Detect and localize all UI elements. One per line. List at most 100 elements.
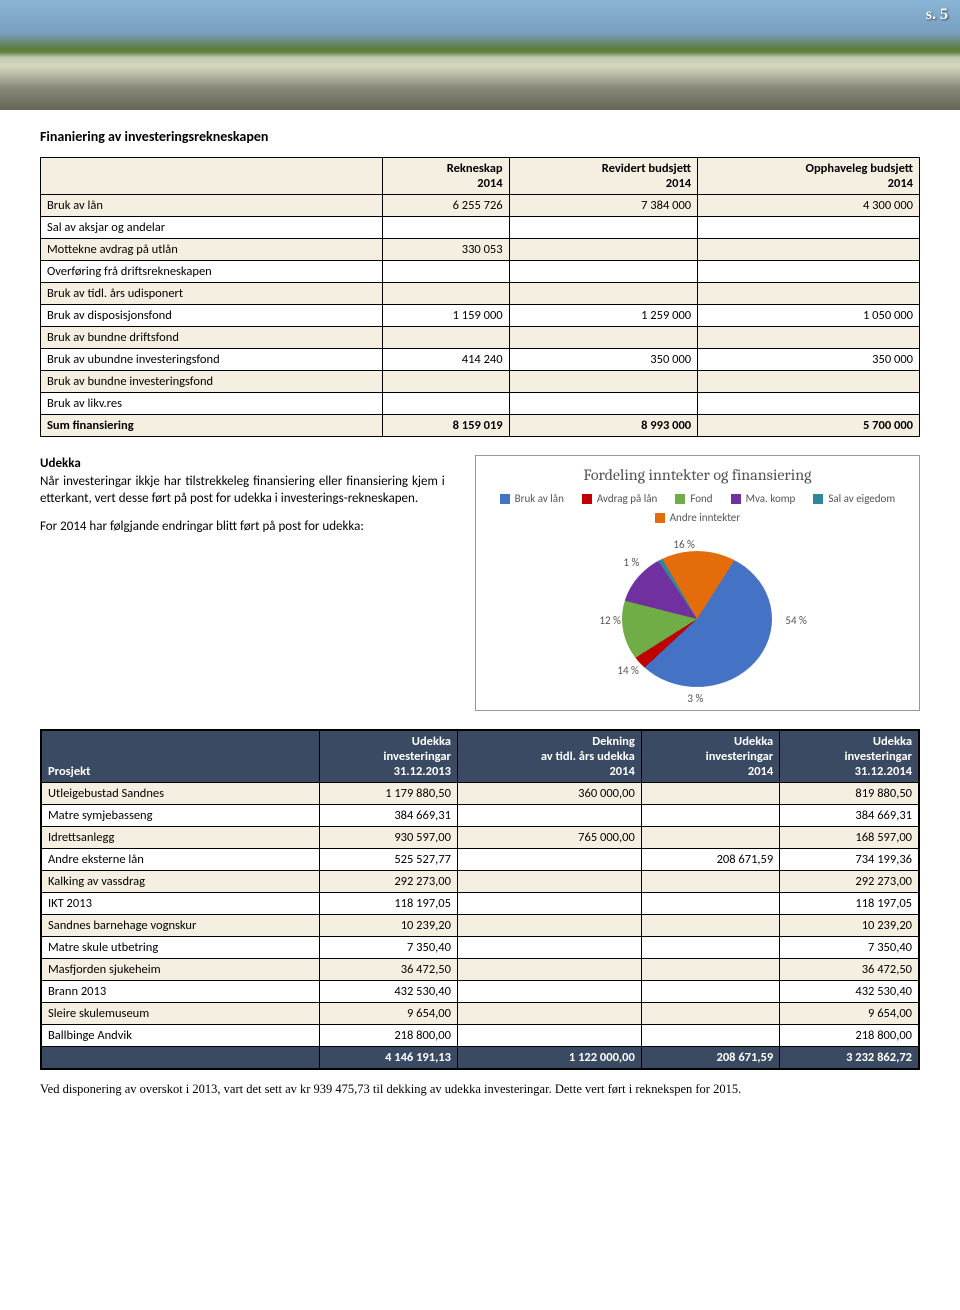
table-cell xyxy=(641,827,779,849)
legend-swatch xyxy=(500,494,510,504)
table-cell: Sal av aksjar og andelar xyxy=(41,217,383,239)
table-cell: Overføring frå driftsrekneskapen xyxy=(41,261,383,283)
table-cell: 8 159 019 xyxy=(382,415,509,437)
table-cell xyxy=(698,239,920,261)
table-cell: 292 273,00 xyxy=(780,871,919,893)
table-cell: 330 053 xyxy=(382,239,509,261)
pie-slice-label: 1 % xyxy=(623,556,639,569)
legend-swatch xyxy=(813,494,823,504)
table-cell: 1 159 000 xyxy=(382,305,509,327)
financing-table: Rekneskap2014Revidert budsjett2014Opphav… xyxy=(40,157,920,437)
table-row: Sal av aksjar og andelar xyxy=(41,217,920,239)
table-cell xyxy=(698,217,920,239)
table-cell xyxy=(41,1047,319,1070)
table-cell: 8 993 000 xyxy=(509,415,698,437)
legend-swatch xyxy=(582,494,592,504)
table-header: Dekningav tidl. års udekka2014 xyxy=(457,730,641,783)
table-cell xyxy=(457,981,641,1003)
table-cell: 292 273,00 xyxy=(319,871,457,893)
table-row: Andre eksterne lån525 527,77208 671,5973… xyxy=(41,849,919,871)
table-row: Matre skule utbetring7 350,407 350,40 xyxy=(41,937,919,959)
udekka-text: Udekka Når investeringar ikkje har tilst… xyxy=(40,455,445,545)
table-cell: Mottekne avdrag på utlån xyxy=(41,239,383,261)
table-row: Ballbinge Andvik218 800,00218 800,00 xyxy=(41,1025,919,1047)
table-row: Sum finansiering8 159 0198 993 0005 700 … xyxy=(41,415,920,437)
table-cell: 118 197,05 xyxy=(780,893,919,915)
pie-wrap: 54 %3 %14 %12 %1 %16 % xyxy=(587,534,807,704)
page-content: Finaniering av investeringsrekneskapen R… xyxy=(0,128,960,1117)
table-cell: 819 880,50 xyxy=(780,783,919,805)
pie-slice-label: 14 % xyxy=(617,664,639,677)
table-cell xyxy=(457,959,641,981)
table-cell: 4 146 191,13 xyxy=(319,1047,457,1070)
table-cell: 3 232 862,72 xyxy=(780,1047,919,1070)
table-row: Bruk av bundne driftsfond xyxy=(41,327,920,349)
table-cell xyxy=(457,1025,641,1047)
table-cell: 1 050 000 xyxy=(698,305,920,327)
pie-slice-label: 12 % xyxy=(599,614,621,627)
table-cell: Bruk av disposisjonsfond xyxy=(41,305,383,327)
table-cell xyxy=(641,1025,779,1047)
table-row: Idrettsanlegg930 597,00765 000,00168 597… xyxy=(41,827,919,849)
table-row: Masfjorden sjukeheim36 472,5036 472,50 xyxy=(41,959,919,981)
legend-item: Bruk av lån xyxy=(500,492,564,505)
project-table: ProsjektUdekkainvesteringar31.12.2013Dek… xyxy=(40,729,920,1070)
table-cell: 384 669,31 xyxy=(319,805,457,827)
legend-label: Bruk av lån xyxy=(515,492,564,505)
table-cell: 208 671,59 xyxy=(641,1047,779,1070)
table-cell: 7 350,40 xyxy=(319,937,457,959)
table-cell: Andre eksterne lån xyxy=(41,849,319,871)
table-row: Bruk av likv.res xyxy=(41,393,920,415)
header-photo: s. 5 xyxy=(0,0,960,110)
table-cell xyxy=(382,283,509,305)
table-cell: Idrettsanlegg xyxy=(41,827,319,849)
table-row: Bruk av bundne investeringsfond xyxy=(41,371,920,393)
table-header xyxy=(41,158,383,195)
table-cell xyxy=(641,871,779,893)
table-cell: Bruk av lån xyxy=(41,195,383,217)
legend-label: Mva. komp xyxy=(746,492,796,505)
table-cell: 218 800,00 xyxy=(319,1025,457,1047)
table-cell: 9 654,00 xyxy=(780,1003,919,1025)
udekka-p1: Når investeringar ikkje har tilstrekkele… xyxy=(40,474,445,507)
table-cell: Bruk av bundne investeringsfond xyxy=(41,371,383,393)
table-row: Sandnes barnehage vognskur10 239,2010 23… xyxy=(41,915,919,937)
table-cell xyxy=(641,937,779,959)
table-cell: 734 199,36 xyxy=(780,849,919,871)
table-cell: 168 597,00 xyxy=(780,827,919,849)
table-cell: Bruk av likv.res xyxy=(41,393,383,415)
table-cell: 350 000 xyxy=(698,349,920,371)
table-row: Overføring frå driftsrekneskapen xyxy=(41,261,920,283)
table-header: Opphaveleg budsjett2014 xyxy=(698,158,920,195)
table-cell xyxy=(641,783,779,805)
table-cell xyxy=(382,261,509,283)
table-cell: 432 530,40 xyxy=(319,981,457,1003)
table-cell xyxy=(698,371,920,393)
table-cell: 350 000 xyxy=(509,349,698,371)
table-cell: 4 300 000 xyxy=(698,195,920,217)
legend-label: Sal av eigedom xyxy=(828,492,895,505)
table-cell: 384 669,31 xyxy=(780,805,919,827)
table-cell xyxy=(457,849,641,871)
table-cell xyxy=(698,327,920,349)
udekka-p2: For 2014 har følgjande endringar blitt f… xyxy=(40,518,445,536)
table-row: Sleire skulemuseum9 654,009 654,00 xyxy=(41,1003,919,1025)
table-cell: Bruk av tidl. års udisponert xyxy=(41,283,383,305)
table-row: Utleigebustad Sandnes1 179 880,50360 000… xyxy=(41,783,919,805)
legend-label: Andre inntekter xyxy=(670,511,740,524)
table-cell xyxy=(509,217,698,239)
table-cell: 5 700 000 xyxy=(698,415,920,437)
table-row: Bruk av lån6 255 7267 384 0004 300 000 xyxy=(41,195,920,217)
udekka-heading: Udekka xyxy=(40,456,81,471)
table-row: Brann 2013432 530,40432 530,40 xyxy=(41,981,919,1003)
table-cell: 118 197,05 xyxy=(319,893,457,915)
table-cell xyxy=(457,937,641,959)
table-cell xyxy=(641,805,779,827)
table-total-row: 4 146 191,131 122 000,00208 671,593 232 … xyxy=(41,1047,919,1070)
table-cell: Bruk av bundne driftsfond xyxy=(41,327,383,349)
legend-item: Andre inntekter xyxy=(655,511,740,524)
table-cell xyxy=(641,1003,779,1025)
chart-title: Fordeling inntekter og finansiering xyxy=(486,466,909,484)
table-header: Udekkainvesteringar31.12.2014 xyxy=(780,730,919,783)
pie-slice-label: 3 % xyxy=(687,692,703,705)
